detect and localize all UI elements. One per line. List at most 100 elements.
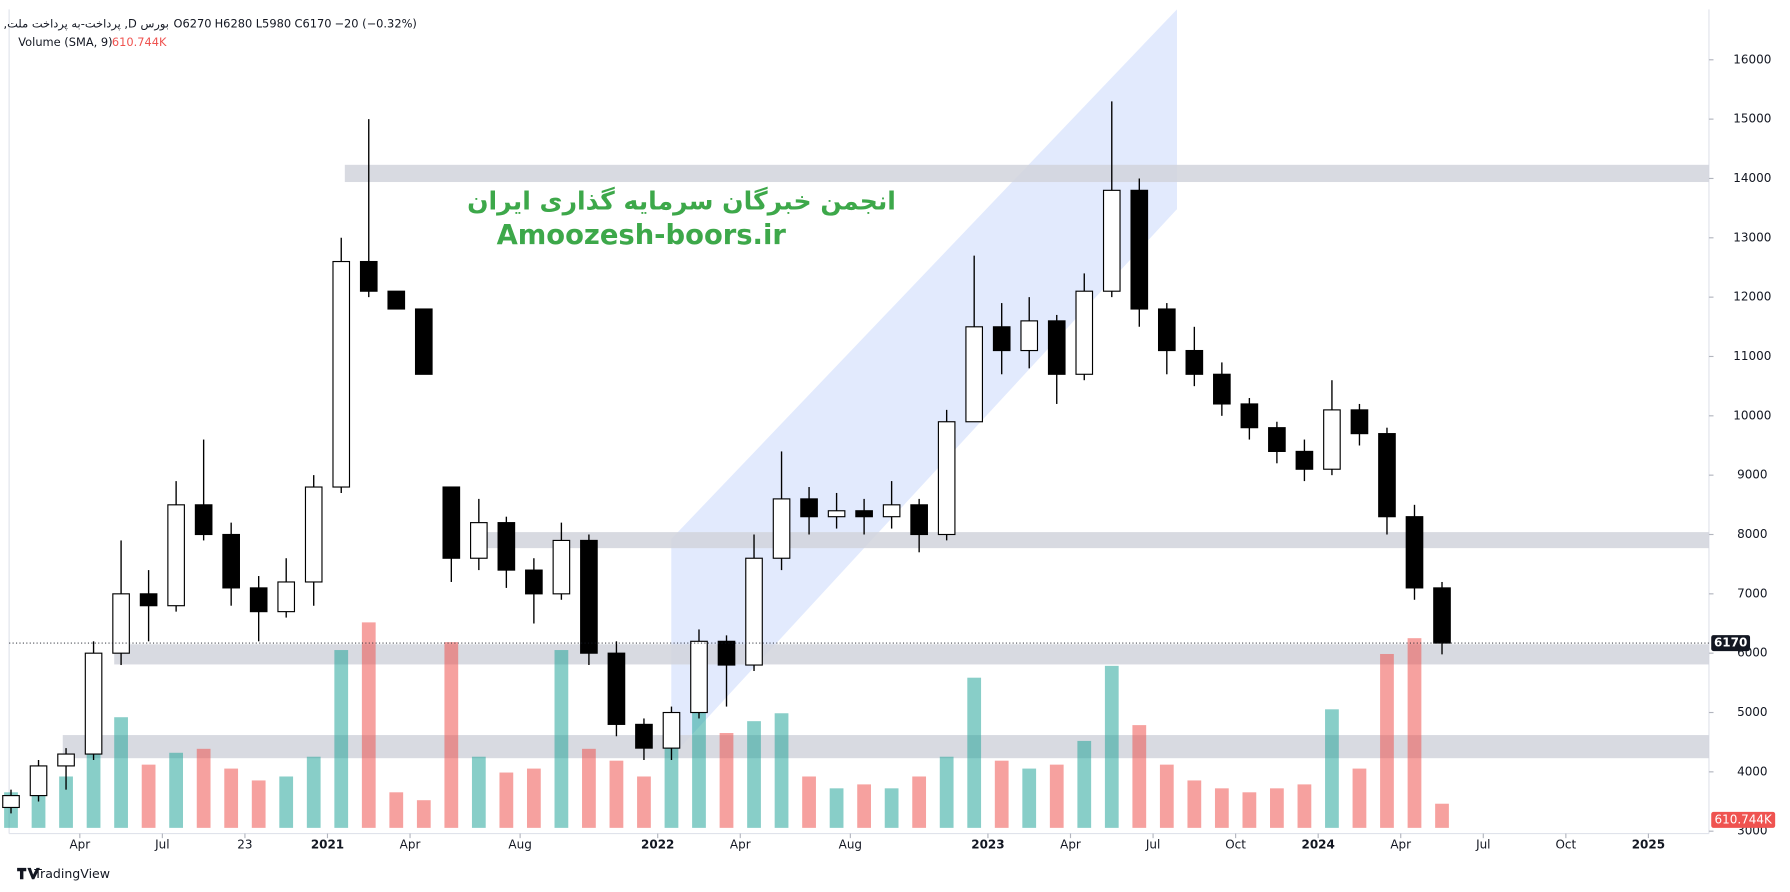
volume-bar [692, 709, 706, 828]
candle-body [662, 711, 681, 749]
candle-body [855, 510, 873, 518]
volume-bar [306, 756, 321, 828]
candle-body [2, 795, 20, 809]
volume-bar [1297, 784, 1312, 828]
x-tick-label: Aug [508, 837, 531, 851]
volume-bar [224, 768, 239, 828]
volume-bar [361, 622, 376, 828]
ohlc-open: O6270 [174, 17, 212, 31]
candle-body [167, 504, 185, 607]
x-tick-label: 2022 [641, 837, 674, 851]
candle-body [1433, 587, 1451, 644]
candle-body [194, 504, 213, 536]
volume-bar [251, 780, 266, 828]
candle-body [1130, 189, 1149, 310]
volume-label-box [1711, 811, 1776, 828]
volume-bar [967, 677, 982, 828]
x-tick-label: Oct [1225, 837, 1246, 851]
candle-body [827, 510, 846, 518]
volume-bar [857, 784, 871, 828]
volume-bar [1159, 764, 1174, 828]
zone [62, 735, 1709, 759]
x-tick-label: 2023 [971, 837, 1004, 851]
candle-body [882, 504, 901, 518]
volume-bar [334, 650, 349, 828]
volume-bar [554, 650, 569, 828]
volume-bar [1380, 653, 1394, 828]
candle-body [910, 504, 928, 536]
candle-body [359, 260, 378, 292]
volume-bar [1132, 725, 1147, 828]
volume-bar [939, 756, 954, 828]
candle-body [525, 569, 543, 595]
candle-body [112, 593, 130, 654]
x-tick-label: Jul [1145, 837, 1160, 851]
candle-body [387, 290, 406, 310]
y-tick-label: 4000 [1737, 764, 1767, 778]
candle-body [992, 326, 1011, 352]
volume-bar [1104, 665, 1119, 828]
candle-body [57, 753, 75, 767]
volume-title: Volume (SMA, 9) [18, 35, 112, 49]
candle-body [635, 723, 653, 749]
volume [4, 622, 1449, 828]
x-tick-label: Apr [400, 837, 421, 851]
candle-body [84, 652, 103, 755]
candle-body [1213, 373, 1231, 405]
y-tick-label: 16000 [1733, 52, 1771, 66]
volume-bar [1214, 788, 1229, 828]
candle-body [414, 308, 433, 375]
candle-body [1102, 189, 1121, 292]
volume-bar [1407, 638, 1422, 828]
candle-body [1350, 409, 1369, 435]
y-tick-label: 7000 [1737, 586, 1767, 600]
volume-bar [526, 768, 541, 828]
candle-body [1047, 320, 1066, 375]
ohlc-close: C6170 [295, 17, 332, 31]
y-tick-label: 5000 [1737, 705, 1767, 719]
zone [114, 644, 1709, 665]
channel [671, 9, 1177, 758]
last-price-label: 6170 [1714, 636, 1747, 650]
x-tick-label: 2025 [1632, 837, 1665, 851]
volume-bar [1325, 709, 1339, 828]
y-tick-label: 14000 [1733, 171, 1771, 185]
volume-bar [141, 764, 156, 828]
y-tick-label: 10000 [1733, 408, 1771, 422]
volume-bar [884, 788, 899, 828]
chart-title: پرداخت-به پرداخت ملت, 2 ,D بورس [0, 17, 169, 32]
x-tick-label: Apr [1060, 837, 1081, 851]
volume-bar [664, 740, 679, 828]
candle-body [552, 539, 571, 595]
volume-bar [582, 748, 596, 828]
candle-body [222, 533, 240, 589]
candle-body [607, 652, 626, 725]
volume-bar [499, 772, 514, 828]
volume-bar [471, 756, 486, 828]
volume-bar [1435, 803, 1449, 828]
volume-bar [1187, 780, 1202, 828]
brand-logo [17, 867, 40, 880]
volume-bar [802, 776, 816, 828]
x-tick-label: Apr [69, 837, 90, 851]
volume-bar [444, 642, 459, 828]
candle-body [304, 486, 323, 583]
candle-body [470, 522, 488, 559]
candle-body [772, 498, 791, 559]
volume-bar [1270, 788, 1284, 828]
volume-bar [609, 760, 624, 828]
candle-body [1405, 516, 1424, 589]
candle-body [277, 581, 296, 613]
zone [479, 532, 1709, 549]
y-tick-label: 13000 [1733, 230, 1771, 244]
volume-value: 610.744K [112, 35, 167, 49]
x-tick-label: Aug [839, 837, 862, 851]
x-tick-label: Apr [730, 837, 751, 851]
ohlc-low: L5980 [256, 17, 291, 31]
candles [2, 101, 1451, 814]
y-tick-label: 9000 [1737, 468, 1767, 482]
x-tick-label: 23 [237, 837, 252, 851]
volume-bar [279, 776, 294, 828]
candle-body [1378, 433, 1396, 518]
